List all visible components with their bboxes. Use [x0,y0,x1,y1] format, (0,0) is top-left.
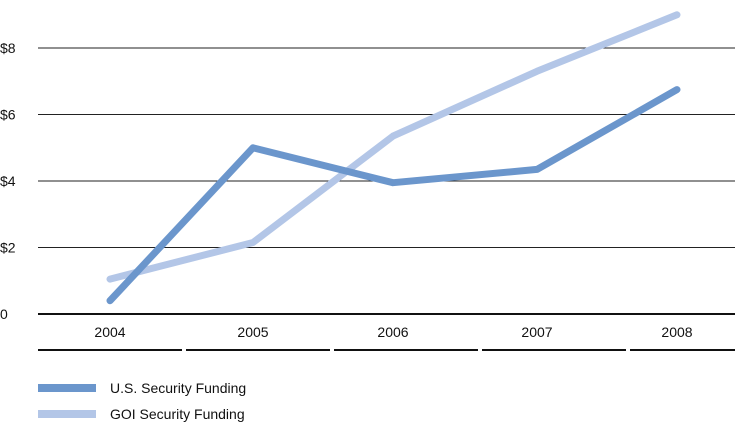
y-tick-label-6: $6 [0,107,16,123]
y-tick-label-4: $4 [0,173,16,189]
y-tick-label-8: $8 [0,40,16,56]
y-tick-label-0: 0 [0,306,8,322]
legend-item-us: U.S. Security Funding [38,378,246,398]
legend-swatch-goi [38,410,96,418]
x-tick-label-2005: 2005 [237,324,268,340]
x-axis-tick-labels: 2004 2005 2006 2007 2008 [38,324,735,351]
series-lines [106,11,681,305]
legend-item-goi: GOI Security Funding [38,404,246,424]
x-tick-label-2008: 2008 [661,324,692,340]
series-line-goi-security-funding [106,11,681,283]
series-line-us-security-funding [106,86,681,305]
line-chart: 0 $2 $4 $6 $8 2004 2005 2006 2007 2008 [0,11,735,351]
x-tick-label-2007: 2007 [521,324,552,340]
y-axis-tick-labels: 0 $2 $4 $6 $8 [0,40,16,322]
y-tick-label-2: $2 [0,240,16,256]
legend-swatch-us [38,384,96,392]
x-tick-label-2006: 2006 [377,324,408,340]
legend: U.S. Security Funding GOI Security Fundi… [38,378,246,430]
legend-label-goi: GOI Security Funding [110,406,245,422]
legend-label-us: U.S. Security Funding [110,380,247,396]
x-tick-label-2004: 2004 [94,324,125,340]
